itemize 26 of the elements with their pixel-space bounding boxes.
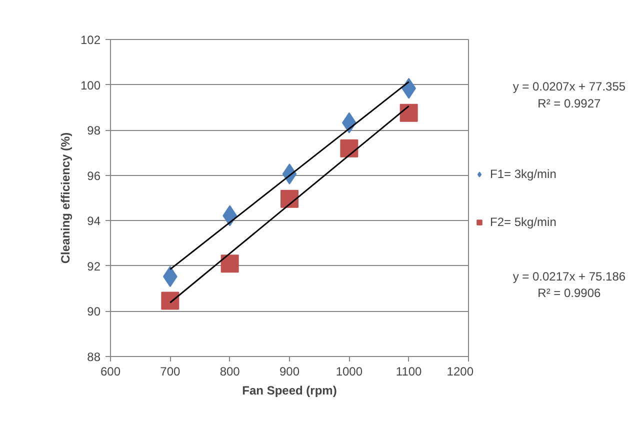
x-tick-label: 800: [220, 364, 240, 378]
point: [400, 104, 418, 122]
y-tick-label: 88: [87, 350, 101, 364]
point: [340, 139, 358, 158]
x-axis-title: Fan Speed (rpm): [242, 384, 337, 398]
legend-label: F2= 5kg/min: [490, 214, 556, 228]
x-tick-label: 900: [279, 364, 300, 378]
point: [220, 254, 239, 273]
y-tick-label: 98: [87, 124, 101, 138]
y-tick-label: 100: [80, 78, 101, 92]
y-tick-label: 96: [87, 168, 101, 183]
text: y = 0.0207x + 77.355 R² = 0.9927: [512, 79, 626, 110]
x-tick-label: 1100: [396, 364, 422, 378]
x-tick-label: 600: [100, 364, 121, 378]
y-axis-title: Cleaning efficiency (%): [58, 132, 72, 264]
text: y = 0.0217x + 75.186 R² = 0.9906: [512, 269, 626, 300]
legend-label: F1= 3kg/min: [490, 166, 556, 180]
y-tick-label: 94: [87, 214, 101, 228]
y-tick-label: 102: [80, 33, 101, 47]
x-tick-label: 1200: [446, 364, 474, 378]
x-tick-label: 1000: [336, 364, 363, 378]
point: [280, 190, 298, 208]
y-tick-label: 92: [87, 259, 101, 274]
y-tick-label: 90: [87, 304, 101, 319]
point: [161, 292, 180, 310]
x-tick-label: 700: [160, 364, 181, 378]
